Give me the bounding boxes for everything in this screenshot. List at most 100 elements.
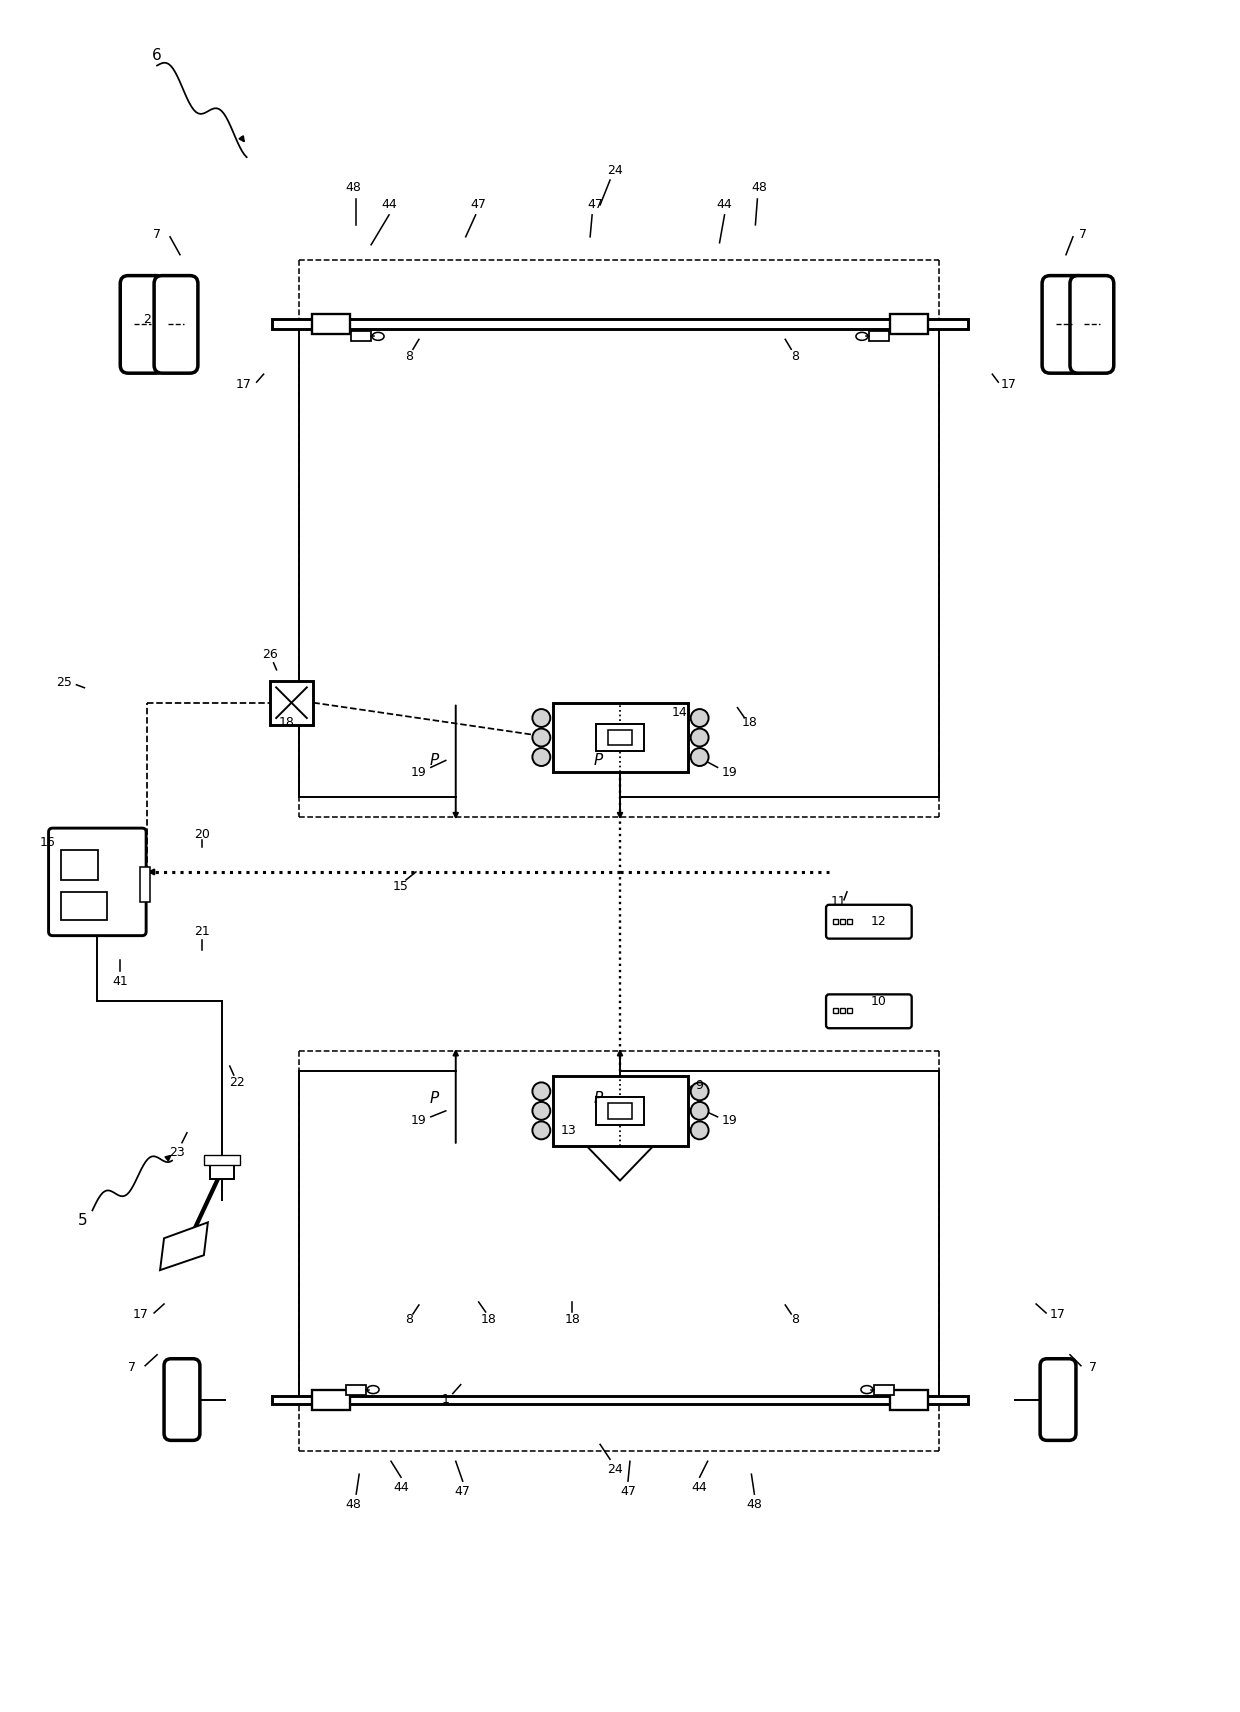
Circle shape — [532, 709, 551, 728]
Bar — [553, 702, 688, 772]
Text: 44: 44 — [393, 1481, 409, 1493]
Text: 20: 20 — [193, 827, 210, 841]
FancyBboxPatch shape — [1070, 276, 1114, 373]
Bar — [890, 1390, 928, 1409]
Bar — [874, 1385, 894, 1395]
Bar — [869, 332, 889, 341]
Text: 44: 44 — [692, 1481, 708, 1493]
Bar — [839, 1008, 844, 1014]
Text: 8: 8 — [405, 1313, 413, 1327]
Circle shape — [532, 1082, 551, 1101]
Ellipse shape — [856, 332, 868, 341]
Text: 17: 17 — [1001, 378, 1017, 390]
Text: 12: 12 — [870, 916, 887, 928]
Text: 1: 1 — [441, 1394, 450, 1406]
Text: 17: 17 — [133, 1308, 148, 1322]
Polygon shape — [587, 1145, 653, 1181]
Text: 21: 21 — [193, 924, 210, 938]
Text: 14: 14 — [672, 705, 688, 719]
Bar — [61, 851, 98, 880]
Text: 8: 8 — [791, 1313, 800, 1327]
Text: 22: 22 — [229, 1077, 244, 1089]
Text: 18: 18 — [481, 1313, 496, 1327]
Bar — [269, 681, 314, 724]
Text: P: P — [429, 753, 439, 769]
Text: 41: 41 — [113, 974, 128, 988]
Circle shape — [691, 709, 708, 728]
Ellipse shape — [861, 1385, 873, 1394]
Bar — [553, 1077, 688, 1145]
Circle shape — [691, 1103, 708, 1120]
Text: 7: 7 — [1089, 1361, 1097, 1375]
Text: 19: 19 — [410, 765, 427, 779]
Text: 18: 18 — [279, 716, 294, 729]
Bar — [890, 315, 928, 334]
Ellipse shape — [367, 1385, 379, 1394]
Text: 15: 15 — [393, 880, 409, 894]
Text: 17: 17 — [236, 378, 252, 390]
Ellipse shape — [372, 332, 384, 341]
Bar — [847, 919, 852, 924]
Text: P: P — [594, 753, 603, 769]
Text: 5: 5 — [78, 1212, 87, 1228]
Text: 7: 7 — [153, 228, 161, 241]
Circle shape — [691, 748, 708, 765]
Text: 16: 16 — [40, 835, 56, 849]
Text: 10: 10 — [870, 995, 887, 1008]
Text: 47: 47 — [455, 1484, 471, 1498]
Text: 13: 13 — [560, 1125, 577, 1137]
Bar — [839, 919, 844, 924]
Bar — [833, 919, 838, 924]
Text: 9: 9 — [696, 1080, 703, 1092]
Text: P: P — [594, 1092, 603, 1106]
Bar — [312, 1390, 350, 1409]
FancyBboxPatch shape — [154, 276, 198, 373]
Text: 7: 7 — [128, 1361, 136, 1375]
Text: 19: 19 — [722, 1115, 738, 1126]
Bar — [847, 1008, 852, 1014]
Text: 17: 17 — [1050, 1308, 1066, 1322]
Bar — [272, 1395, 968, 1404]
Text: 44: 44 — [717, 199, 733, 211]
Text: 18: 18 — [742, 716, 758, 729]
Bar — [210, 1162, 233, 1178]
Text: 48: 48 — [746, 1498, 763, 1510]
Text: 8: 8 — [791, 349, 800, 363]
Bar — [312, 315, 350, 334]
Text: 24: 24 — [608, 1462, 622, 1476]
Text: 2: 2 — [143, 313, 151, 325]
Bar — [351, 332, 371, 341]
FancyBboxPatch shape — [48, 829, 146, 936]
Circle shape — [532, 1103, 551, 1120]
Text: 8: 8 — [405, 349, 413, 363]
FancyBboxPatch shape — [826, 995, 911, 1029]
Circle shape — [532, 729, 551, 746]
Text: 6: 6 — [153, 48, 162, 63]
FancyBboxPatch shape — [1040, 1359, 1076, 1440]
FancyBboxPatch shape — [1042, 276, 1086, 373]
Text: 18: 18 — [564, 1313, 580, 1327]
Text: 44: 44 — [381, 199, 397, 211]
Bar — [608, 1103, 632, 1118]
Text: 24: 24 — [608, 164, 622, 176]
Text: 48: 48 — [345, 180, 361, 193]
Text: 48: 48 — [751, 180, 768, 193]
Bar — [272, 320, 968, 329]
Text: 23: 23 — [169, 1145, 185, 1159]
Text: 11: 11 — [831, 895, 847, 909]
Bar — [346, 1385, 366, 1395]
Circle shape — [691, 1121, 708, 1138]
Text: 7: 7 — [1079, 228, 1087, 241]
Text: 47: 47 — [620, 1484, 636, 1498]
Text: 19: 19 — [722, 765, 738, 779]
FancyBboxPatch shape — [826, 904, 911, 938]
FancyBboxPatch shape — [120, 276, 164, 373]
Text: 47: 47 — [471, 199, 486, 211]
Text: 26: 26 — [262, 649, 278, 661]
Circle shape — [691, 1082, 708, 1101]
Text: 47: 47 — [588, 199, 603, 211]
Text: P: P — [429, 1092, 439, 1106]
Circle shape — [532, 748, 551, 765]
Bar — [140, 866, 150, 902]
Text: 48: 48 — [345, 1498, 361, 1510]
